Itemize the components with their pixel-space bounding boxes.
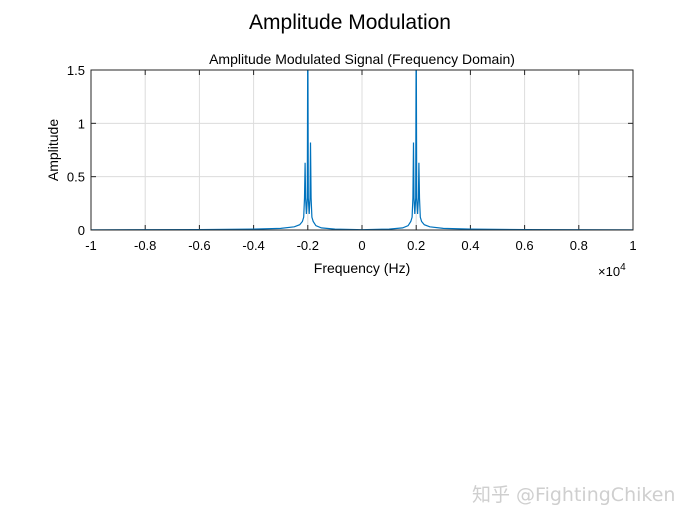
- y-tick-label: 1: [78, 116, 85, 131]
- x-tick-label: -0.8: [134, 238, 156, 253]
- grid: [90, 69, 634, 231]
- x-tick-label: -0.2: [297, 238, 319, 253]
- figure-title: Amplitude Modulation: [249, 11, 451, 34]
- x-tick-label: 0.8: [570, 238, 588, 253]
- x-tick-label: -1: [85, 238, 97, 253]
- x-tick-label: -0.6: [188, 238, 210, 253]
- watermark: 知乎 @FightingChiken: [472, 484, 676, 506]
- tick-labels: -1 -0.8 -0.6 -0.4 -0.2 0 0.2 0.4 0.6 0.8 1 0 0.5 1 1.5: [67, 63, 637, 253]
- y-tick-label: 1.5: [67, 63, 85, 78]
- axes-box: [90, 69, 634, 231]
- axes-title: Amplitude Modulated Signal (Frequency Do…: [209, 51, 515, 67]
- x-tick-label: 0.2: [407, 238, 425, 253]
- x-tick-label: 0.6: [516, 238, 534, 253]
- x-tick-label: 0.4: [461, 238, 479, 253]
- x-tick-label: 0: [358, 238, 365, 253]
- x-exponent-label: ×104: [598, 262, 626, 279]
- y-tick-label: 0: [78, 223, 85, 238]
- x-tick-label: 1: [629, 238, 636, 253]
- y-tick-label: 0.5: [67, 170, 85, 185]
- y-axis-label: Amplitude: [45, 119, 61, 181]
- x-tick-label: -0.4: [242, 238, 264, 253]
- x-axis-label: Frequency (Hz): [314, 260, 410, 276]
